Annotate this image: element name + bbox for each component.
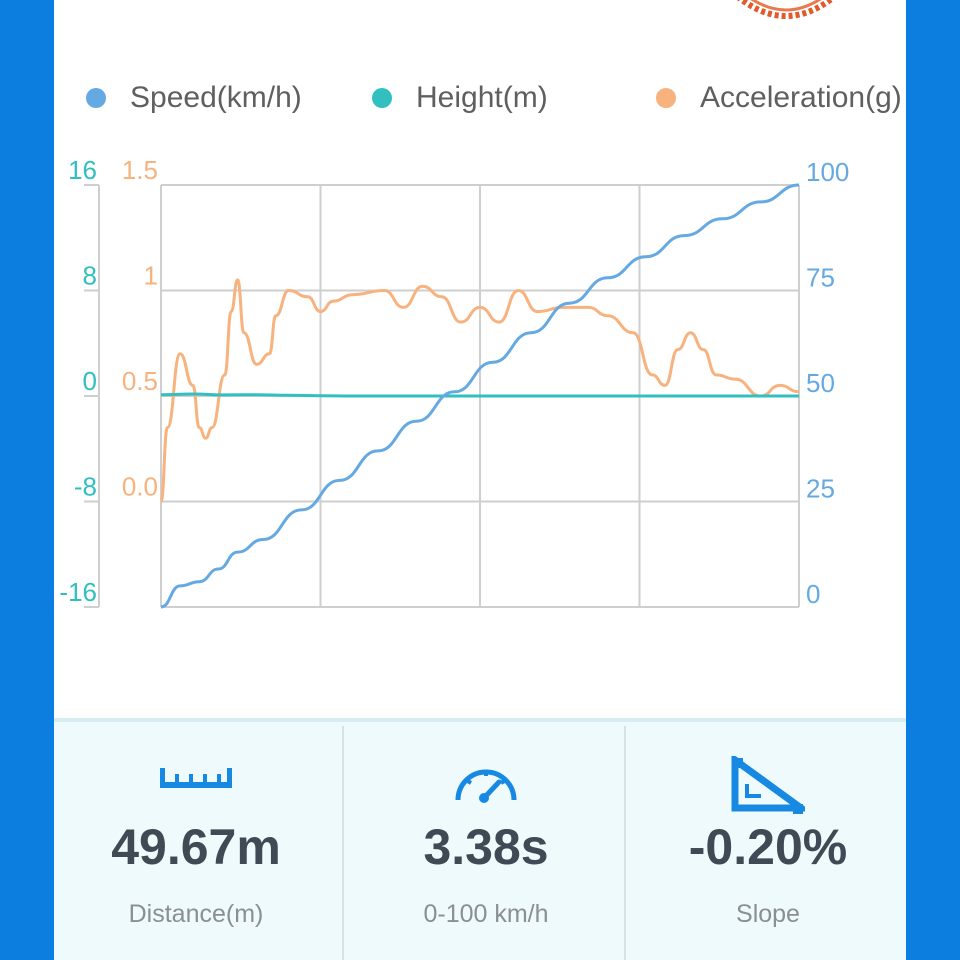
acceleration-axis-tick-label: 0.5 (122, 366, 158, 396)
speed-axis-tick-label: 25 (806, 474, 835, 504)
speed-line (160, 183, 800, 609)
speed-axis-tick-label: 50 (806, 368, 835, 398)
legend-dot-acceleration (656, 88, 676, 108)
height-axis-tick-label: 8 (83, 261, 97, 291)
legend-label-acceleration: Acceleration(g) (700, 81, 902, 114)
stats-panel: 49.67m Distance(m) 3.38s 0-100 km/h (54, 718, 906, 960)
distance-value: 49.67m (111, 819, 281, 875)
height-axis-tick-label: -8 (74, 472, 97, 502)
acceleration-axis-tick-label: 1.5 (122, 155, 158, 185)
stat-acceleration-time: 3.38s 0-100 km/h (344, 722, 628, 960)
stat-slope: -0.20% Slope (626, 722, 906, 960)
brand-logo (737, 0, 835, 19)
height-axis-tick-label: -16 (59, 577, 97, 607)
chart-legend: Speed(km/h) Height(m) Acceleration(g) (54, 70, 906, 126)
legend-label-height: Height(m) (416, 81, 548, 114)
legend-dot-height (372, 88, 392, 108)
speed-axis-tick-label: 0 (806, 579, 820, 609)
stat-distance: 49.67m Distance(m) (54, 722, 338, 960)
height-line (160, 392, 799, 398)
legend-dot-speed (86, 88, 106, 108)
distance-label: Distance(m) (128, 900, 264, 928)
height-axis-tick-label: 16 (68, 155, 97, 185)
slope-icon (731, 756, 805, 814)
acceleration-time-label: 0-100 km/h (423, 900, 549, 928)
legend-item-speed[interactable]: Speed(km/h) (86, 70, 302, 126)
stat-divider (342, 726, 344, 960)
performance-chart: 16 8 0 -8 -16 1.5 1 0.5 0.0 100 75 50 25 0 (59, 155, 849, 609)
acceleration-axis-tick-label: 1 (144, 261, 158, 291)
legend-item-acceleration[interactable]: Acceleration(g) (656, 70, 902, 126)
slope-label: Slope (736, 900, 800, 928)
acceleration-time-value: 3.38s (423, 819, 549, 875)
speed-axis-tick-label: 75 (806, 263, 835, 293)
stat-divider (624, 726, 626, 960)
legend-label-speed: Speed(km/h) (130, 81, 302, 114)
slope-value: -0.20% (688, 819, 848, 875)
ruler-icon (160, 768, 232, 788)
app-frame: Speed(km/h) Height(m) Acceleration(g) 16… (54, 0, 906, 960)
height-axis-tick-label: 0 (83, 366, 97, 396)
legend-item-height[interactable]: Height(m) (372, 70, 548, 126)
acceleration-axis-tick-label: 0.0 (122, 472, 158, 502)
speed-axis-tick-label: 100 (806, 157, 849, 187)
speedometer-icon (455, 769, 517, 803)
